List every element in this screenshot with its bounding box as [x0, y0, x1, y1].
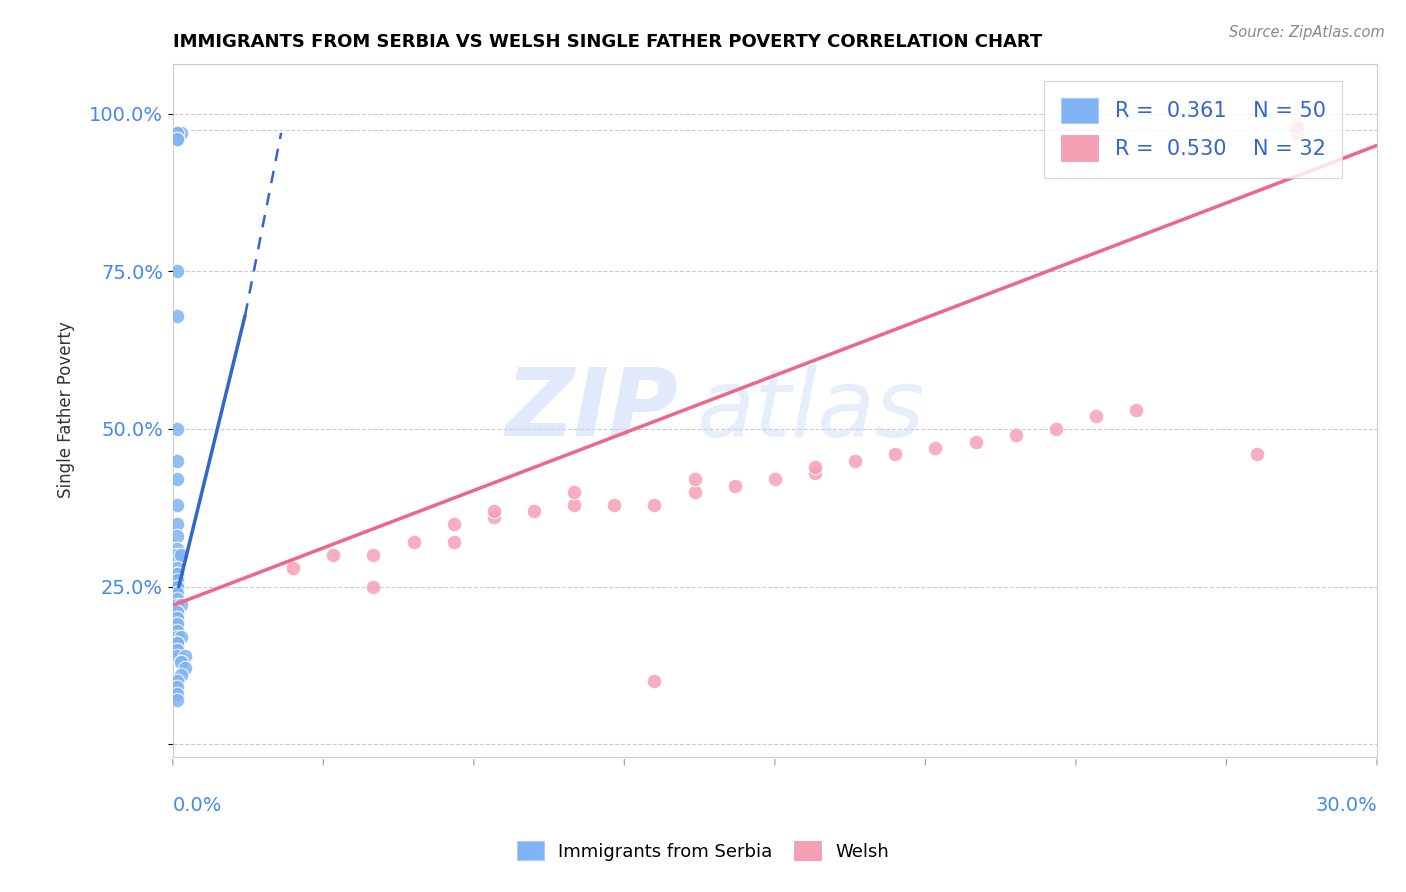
- Point: [166, 674, 188, 689]
- Point: [603, 498, 626, 512]
- Text: 30.0%: 30.0%: [1315, 796, 1376, 814]
- Point: [166, 636, 188, 650]
- Point: [166, 648, 188, 663]
- Point: [402, 535, 425, 549]
- Point: [363, 580, 385, 594]
- Y-axis label: Single Father Poverty: Single Father Poverty: [58, 322, 75, 499]
- Point: [1045, 422, 1067, 436]
- Point: [166, 617, 188, 632]
- Point: [166, 126, 188, 140]
- Point: [166, 573, 188, 587]
- Point: [166, 605, 188, 619]
- Point: [643, 674, 665, 689]
- Point: [166, 566, 188, 581]
- Point: [166, 264, 188, 278]
- Point: [166, 548, 188, 562]
- Point: [166, 611, 188, 625]
- Point: [166, 132, 188, 146]
- Point: [363, 548, 385, 562]
- Point: [443, 535, 465, 549]
- Point: [166, 580, 188, 594]
- Point: [804, 466, 827, 480]
- Point: [562, 485, 585, 500]
- Point: [924, 441, 946, 455]
- Point: [170, 126, 193, 140]
- Point: [1084, 409, 1107, 424]
- Point: [166, 529, 188, 543]
- Point: [482, 504, 505, 518]
- Point: [166, 566, 188, 581]
- Point: [1285, 126, 1308, 140]
- Point: [1004, 428, 1026, 442]
- Point: [166, 617, 188, 632]
- Point: [166, 586, 188, 600]
- Point: [173, 661, 195, 675]
- Point: [166, 599, 188, 613]
- Point: [1246, 447, 1268, 461]
- Text: ZIP: ZIP: [506, 364, 679, 456]
- Point: [884, 447, 907, 461]
- Point: [166, 472, 188, 486]
- Point: [643, 498, 665, 512]
- Point: [166, 630, 188, 644]
- Point: [166, 498, 188, 512]
- Text: atlas: atlas: [696, 365, 925, 456]
- Point: [1125, 403, 1147, 417]
- Point: [166, 309, 188, 323]
- Point: [166, 422, 188, 436]
- Point: [170, 667, 193, 681]
- Point: [170, 655, 193, 669]
- Point: [562, 498, 585, 512]
- Point: [1285, 120, 1308, 134]
- Point: [166, 693, 188, 707]
- Point: [166, 642, 188, 657]
- Point: [166, 453, 188, 467]
- Point: [763, 472, 786, 486]
- Point: [166, 132, 188, 146]
- Point: [166, 681, 188, 695]
- Point: [166, 541, 188, 556]
- Legend: R =  0.361    N = 50, R =  0.530    N = 32: R = 0.361 N = 50, R = 0.530 N = 32: [1043, 81, 1343, 178]
- Point: [170, 548, 193, 562]
- Point: [683, 472, 706, 486]
- Point: [166, 580, 188, 594]
- Point: [166, 560, 188, 574]
- Text: 0.0%: 0.0%: [173, 796, 222, 814]
- Point: [170, 630, 193, 644]
- Point: [166, 126, 188, 140]
- Point: [166, 611, 188, 625]
- Point: [844, 453, 866, 467]
- Point: [443, 516, 465, 531]
- Point: [724, 479, 747, 493]
- Point: [683, 485, 706, 500]
- Point: [166, 636, 188, 650]
- Point: [804, 459, 827, 474]
- Point: [322, 548, 344, 562]
- Point: [166, 642, 188, 657]
- Legend: Immigrants from Serbia, Welsh: Immigrants from Serbia, Welsh: [508, 832, 898, 870]
- Point: [283, 560, 305, 574]
- Point: [166, 624, 188, 638]
- Point: [173, 648, 195, 663]
- Point: [166, 592, 188, 607]
- Point: [170, 655, 193, 669]
- Text: IMMIGRANTS FROM SERBIA VS WELSH SINGLE FATHER POVERTY CORRELATION CHART: IMMIGRANTS FROM SERBIA VS WELSH SINGLE F…: [173, 33, 1042, 51]
- Point: [170, 599, 193, 613]
- Text: Source: ZipAtlas.com: Source: ZipAtlas.com: [1229, 25, 1385, 40]
- Point: [965, 434, 987, 449]
- Point: [166, 687, 188, 701]
- Point: [482, 510, 505, 524]
- Point: [166, 126, 188, 140]
- Point: [166, 516, 188, 531]
- Point: [166, 605, 188, 619]
- Point: [523, 504, 546, 518]
